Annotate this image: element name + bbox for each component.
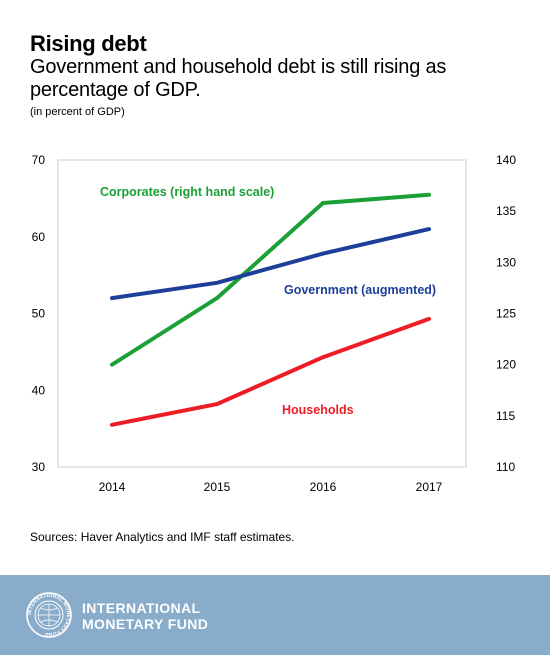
left-tick-label: 60 [32, 230, 46, 244]
right-tick-label: 110 [496, 460, 515, 474]
org-name-line2: MONETARY FUND [82, 616, 209, 632]
imf-seal-icon: INTERNATIONAL MONETARY FUND [26, 592, 72, 638]
left-tick-label: 30 [32, 460, 46, 474]
left-tick-label: 70 [32, 153, 46, 167]
x-tick-label: 2017 [416, 480, 443, 494]
chart-title: Rising debt [30, 31, 147, 56]
source-note: Sources: Haver Analytics and IMF staff e… [30, 530, 295, 544]
right-tick-label: 140 [496, 153, 516, 167]
series-label-1: Corporates (right hand scale) [100, 185, 274, 199]
plot-frame [57, 159, 467, 468]
line-chart: 30 40 50 60 70 110 115 120 125 130 135 140 2014 2015 2… [32, 153, 517, 494]
left-tick-label: 50 [32, 307, 46, 321]
right-tick-label: 120 [496, 358, 516, 372]
right-tick-label: 135 [496, 204, 516, 218]
right-tick-label: 130 [496, 255, 516, 269]
x-tick-label: 2016 [310, 480, 337, 494]
chart-subtitle: Government and household debt is still r… [30, 56, 447, 101]
x-tick-label: 2015 [204, 480, 231, 494]
series-label-2: Government (augmented) [284, 283, 436, 297]
right-tick-label: 125 [496, 307, 516, 321]
imf-footer: INTERNATIONAL MONETARY FUND INTERNATIONA… [0, 575, 550, 655]
series-line-2 [110, 227, 431, 301]
series-line-3 [110, 316, 431, 427]
left-tick-label: 40 [32, 383, 46, 397]
org-name-line1: INTERNATIONAL [82, 600, 201, 616]
x-tick-label: 2014 [99, 480, 126, 494]
org-name: INTERNATIONAL MONETARY FUND [82, 600, 208, 632]
right-tick-label: 115 [496, 409, 515, 423]
series-line-1 [110, 192, 431, 367]
series-label-3: Households [282, 403, 354, 417]
units-note: (in percent of GDP) [30, 106, 125, 118]
